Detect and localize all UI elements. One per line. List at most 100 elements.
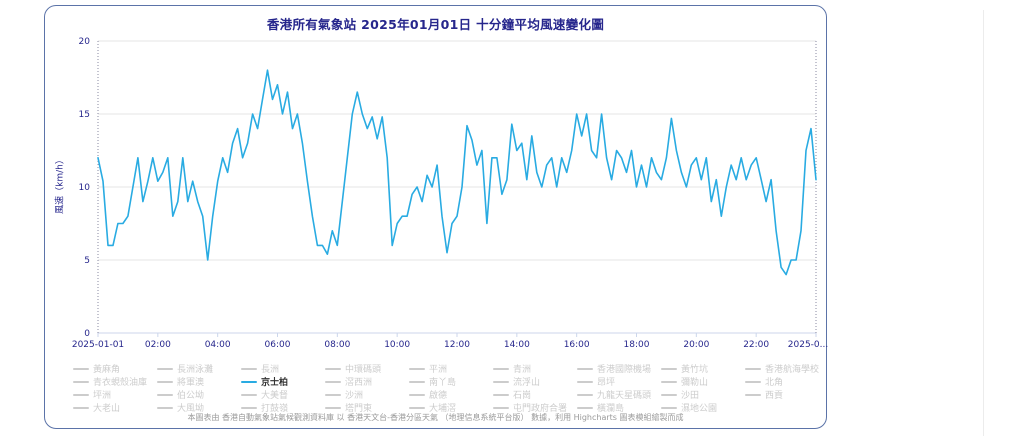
legend-item-label: 打鼓嶺 [261, 404, 289, 414]
legend-item-將軍澳[interactable]: 將軍澳 [157, 375, 241, 388]
legend-item-大埔滘[interactable]: 大埔滘 [409, 401, 493, 414]
legend-item-長洲[interactable]: 長洲 [241, 362, 325, 375]
legend-line-icon [493, 393, 509, 396]
legend-line-icon [325, 367, 341, 370]
legend-item-label: 濕地公園 [681, 404, 718, 414]
legend-item-label: 啟德 [429, 391, 448, 401]
x-tick-label: 12:00 [444, 340, 470, 350]
legend-line-icon [157, 380, 173, 383]
x-tick-label: 16:00 [564, 340, 590, 350]
legend-item-屯門政府合署[interactable]: 屯門政府合署 [493, 401, 577, 414]
legend-item-青洲[interactable]: 青洲 [493, 362, 577, 375]
legend-item-大老山[interactable]: 大老山 [73, 401, 157, 414]
legend-item-塔門東[interactable]: 塔門東 [325, 401, 409, 414]
chart-title: 香港所有氣象站 2025年01月01日 十分鐘平均風速變化圖 [266, 17, 605, 32]
legend-line-icon [493, 406, 509, 409]
legend-item-長洲泳灘[interactable]: 長洲泳灘 [157, 362, 241, 375]
x-tick-label: 08:00 [324, 340, 350, 350]
legend-item-昂坪[interactable]: 昂坪 [577, 375, 661, 388]
legend-line-icon [745, 393, 761, 396]
legend-item-香港國際機場[interactable]: 香港國際機場 [577, 362, 661, 375]
legend-item-label: 沙洲 [345, 391, 364, 401]
x-tick-label: 18:00 [624, 340, 650, 350]
legend-line-icon [241, 406, 257, 409]
legend-item-大美督[interactable]: 大美督 [241, 388, 325, 401]
legend-line-icon [661, 393, 677, 396]
legend-item-滘西洲[interactable]: 滘西洲 [325, 375, 409, 388]
legend-line-icon [493, 380, 509, 383]
legend-item-label: 彌勒山 [681, 378, 709, 388]
x-tick-label: 06:00 [265, 340, 291, 350]
legend-item-label: 平洲 [429, 365, 448, 375]
y-axis-title: 風速（km/h） [55, 155, 66, 214]
y-tick-label-10: 10 [79, 183, 91, 193]
legend-line-icon [73, 367, 89, 370]
legend-item-打鼓嶺[interactable]: 打鼓嶺 [241, 401, 325, 414]
y-tick-label-0: 0 [84, 329, 90, 339]
legend-item-沙洲[interactable]: 沙洲 [325, 388, 409, 401]
x-tick-label: 02:00 [145, 340, 171, 350]
legend-item-label: 長洲泳灘 [177, 365, 214, 375]
legend-item-石崗[interactable]: 石崗 [493, 388, 577, 401]
legend-line-icon [661, 406, 677, 409]
legend-item-中環碼頭[interactable]: 中環碼頭 [325, 362, 409, 375]
legend-line-icon [493, 367, 509, 370]
legend-item-橫瀾島[interactable]: 橫瀾島 [577, 401, 661, 414]
x-tick-label: 20:00 [683, 340, 709, 350]
legend-item-label: 大老山 [93, 404, 121, 414]
legend-item-流浮山[interactable]: 流浮山 [493, 375, 577, 388]
legend-item-label: 香港航海學校 [765, 365, 820, 375]
legend-line-icon [577, 380, 593, 383]
legend-item-label: 青衣蜆殼油庫 [93, 378, 148, 388]
legend-line-icon [325, 380, 341, 383]
legend-line-icon [409, 367, 425, 370]
legend-item-坪洲[interactable]: 坪洲 [73, 388, 157, 401]
legend-item-南丫島[interactable]: 南丫島 [409, 375, 493, 388]
legend-item-黃竹坑[interactable]: 黃竹坑 [661, 362, 745, 375]
legend-line-icon [409, 380, 425, 383]
legend-line-icon [661, 380, 677, 383]
legend-item-平洲[interactable]: 平洲 [409, 362, 493, 375]
legend-line-icon [241, 367, 257, 370]
legend-line-icon [157, 393, 173, 396]
legend-item-沙田[interactable]: 沙田 [661, 388, 745, 401]
legend-item-label: 昂坪 [597, 378, 616, 388]
legend-line-icon [409, 406, 425, 409]
legend-item-黃麻角[interactable]: 黃麻角 [73, 362, 157, 375]
legend-item-label: 橫瀾島 [597, 404, 625, 414]
legend-item-青衣蜆殼油庫[interactable]: 青衣蜆殼油庫 [73, 375, 157, 388]
page-edge-divider [983, 10, 984, 436]
legend-line-icon [157, 367, 173, 370]
legend-item-九龍天星碼頭[interactable]: 九龍天星碼頭 [577, 388, 661, 401]
legend-item-香港航海學校[interactable]: 香港航海學校 [745, 362, 829, 375]
x-tick-label: 22:00 [743, 340, 769, 350]
legend-item-彌勒山[interactable]: 彌勒山 [661, 375, 745, 388]
legend-item-北角[interactable]: 北角 [745, 375, 829, 388]
legend-line-icon [157, 406, 173, 409]
legend-item-大風坳[interactable]: 大風坳 [157, 401, 241, 414]
legend-item-label: 南丫島 [429, 378, 457, 388]
legend-line-icon [325, 393, 341, 396]
series-line-京士柏[interactable] [97, 69, 817, 276]
legend-line-icon [73, 406, 89, 409]
legend-item-label: 北角 [765, 378, 784, 388]
legend-item-啟德[interactable]: 啟德 [409, 388, 493, 401]
legend-item-伯公坳[interactable]: 伯公坳 [157, 388, 241, 401]
y-tick-label-20: 20 [79, 37, 91, 47]
y-tick-label-15: 15 [79, 110, 90, 120]
legend-item-西貢[interactable]: 西貢 [745, 388, 829, 401]
legend: 黃麻角 長洲泳灘 長洲 中環碼頭 平洲 青洲 香港國際機場 黃竹坑 香港航海學校青衣蜆殼油庫 將軍… [73, 362, 835, 414]
legend-item-濕地公園[interactable]: 濕地公園 [661, 401, 745, 414]
plot-area: 0 5 10 15 20 2025-01-01 02:00 04:00 06:00 08:00 10… [72, 37, 828, 350]
legend-item-label: 大風坳 [177, 404, 205, 414]
y-tick-label-5: 5 [84, 256, 90, 266]
x-tick-label: 2025-0... [788, 340, 828, 350]
legend-item-label: 滘西洲 [345, 378, 373, 388]
legend-item-京士柏[interactable]: 京士柏 [241, 375, 325, 388]
legend-item-label: 塔門東 [345, 404, 373, 414]
legend-item-label: 九龍天星碼頭 [597, 391, 652, 401]
legend-line-icon [409, 393, 425, 396]
legend-line-icon [661, 367, 677, 370]
legend-item-label: 流浮山 [513, 378, 541, 388]
